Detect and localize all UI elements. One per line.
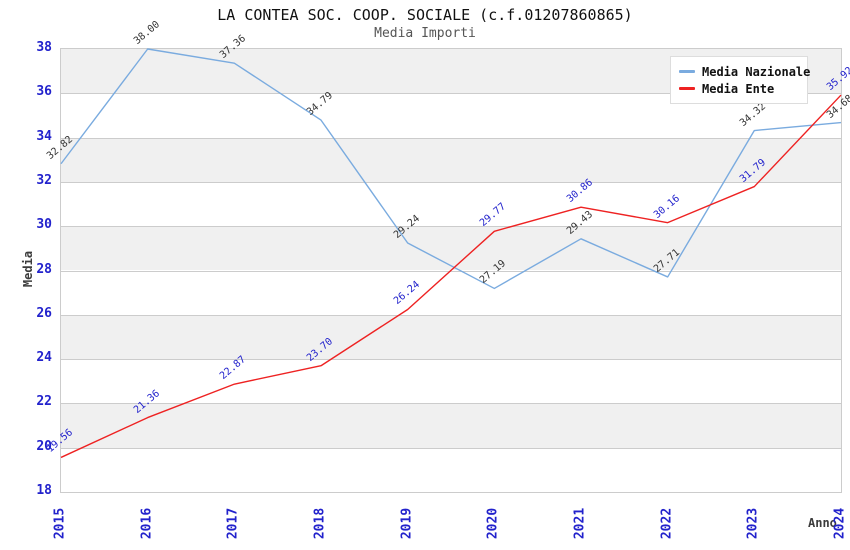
chart-title: LA CONTEA SOC. COOP. SOCIALE (c.f.012078… (217, 6, 633, 24)
grid-band (61, 359, 841, 404)
series-lines (60, 48, 842, 459)
x-tick-label: 2021 (572, 507, 588, 540)
y-tick-label: 32 (36, 172, 52, 188)
x-tick-label: 2017 (225, 507, 241, 540)
grid-band (61, 137, 841, 182)
x-tick-label: 2020 (485, 507, 501, 540)
gridline (61, 314, 841, 316)
grid-band (61, 226, 841, 271)
series-line-media-nazionale (60, 48, 842, 290)
legend-label-media-nazionale: Media Nazionale (702, 64, 811, 79)
grid-band (61, 270, 841, 315)
grid-band (61, 403, 841, 448)
legend-label-media-ente: Media Ente (702, 81, 775, 96)
y-tick-label: 34 (36, 128, 52, 144)
gridline (61, 226, 841, 228)
gridline (61, 181, 841, 183)
y-tick-label: 20 (36, 438, 52, 454)
x-tick-label: 2023 (745, 507, 761, 540)
gridline (61, 137, 841, 139)
legend-item-media-ente: Media Ente (677, 80, 799, 97)
y-tick-label: 22 (36, 394, 52, 410)
gridline (61, 447, 841, 449)
plot-area: 32.82 38.00 37.36 34.79 29.24 27.19 29.43 27.71… (45, 19, 850, 493)
x-axis-title: Anno (808, 516, 837, 530)
x-tick-label: 2022 (659, 507, 675, 540)
x-tick-label: 2015 (52, 507, 68, 540)
y-tick-label: 18 (36, 483, 52, 498)
x-tick-label: 2018 (312, 507, 328, 540)
gridline (61, 93, 841, 95)
gridline (61, 359, 841, 361)
y-tick-label: 24 (36, 350, 52, 366)
legend: Media Nazionale Media Ente (670, 56, 810, 104)
grid-band (61, 447, 841, 492)
y-tick-label: 26 (36, 305, 52, 321)
x-tick-label: 2019 (399, 507, 415, 540)
legend-swatch-media-nazionale-icon (679, 70, 695, 73)
legend-swatch-media-ente-icon (679, 87, 695, 90)
grid-band (61, 314, 841, 360)
series-line-media-ente (60, 94, 842, 459)
x-tick-label: 2024 (832, 507, 848, 540)
y-tick-label: 28 (36, 261, 52, 277)
legend-item-media-nazionale: Media Nazionale (677, 63, 810, 80)
y-tick-label: 30 (36, 217, 52, 233)
chart-subtitle: Media Importi (374, 26, 476, 41)
y-tick-label: 36 (36, 84, 52, 100)
y-tick-label: 38 (36, 40, 52, 55)
gridline (61, 403, 841, 405)
x-tick-label: 2016 (139, 507, 155, 540)
